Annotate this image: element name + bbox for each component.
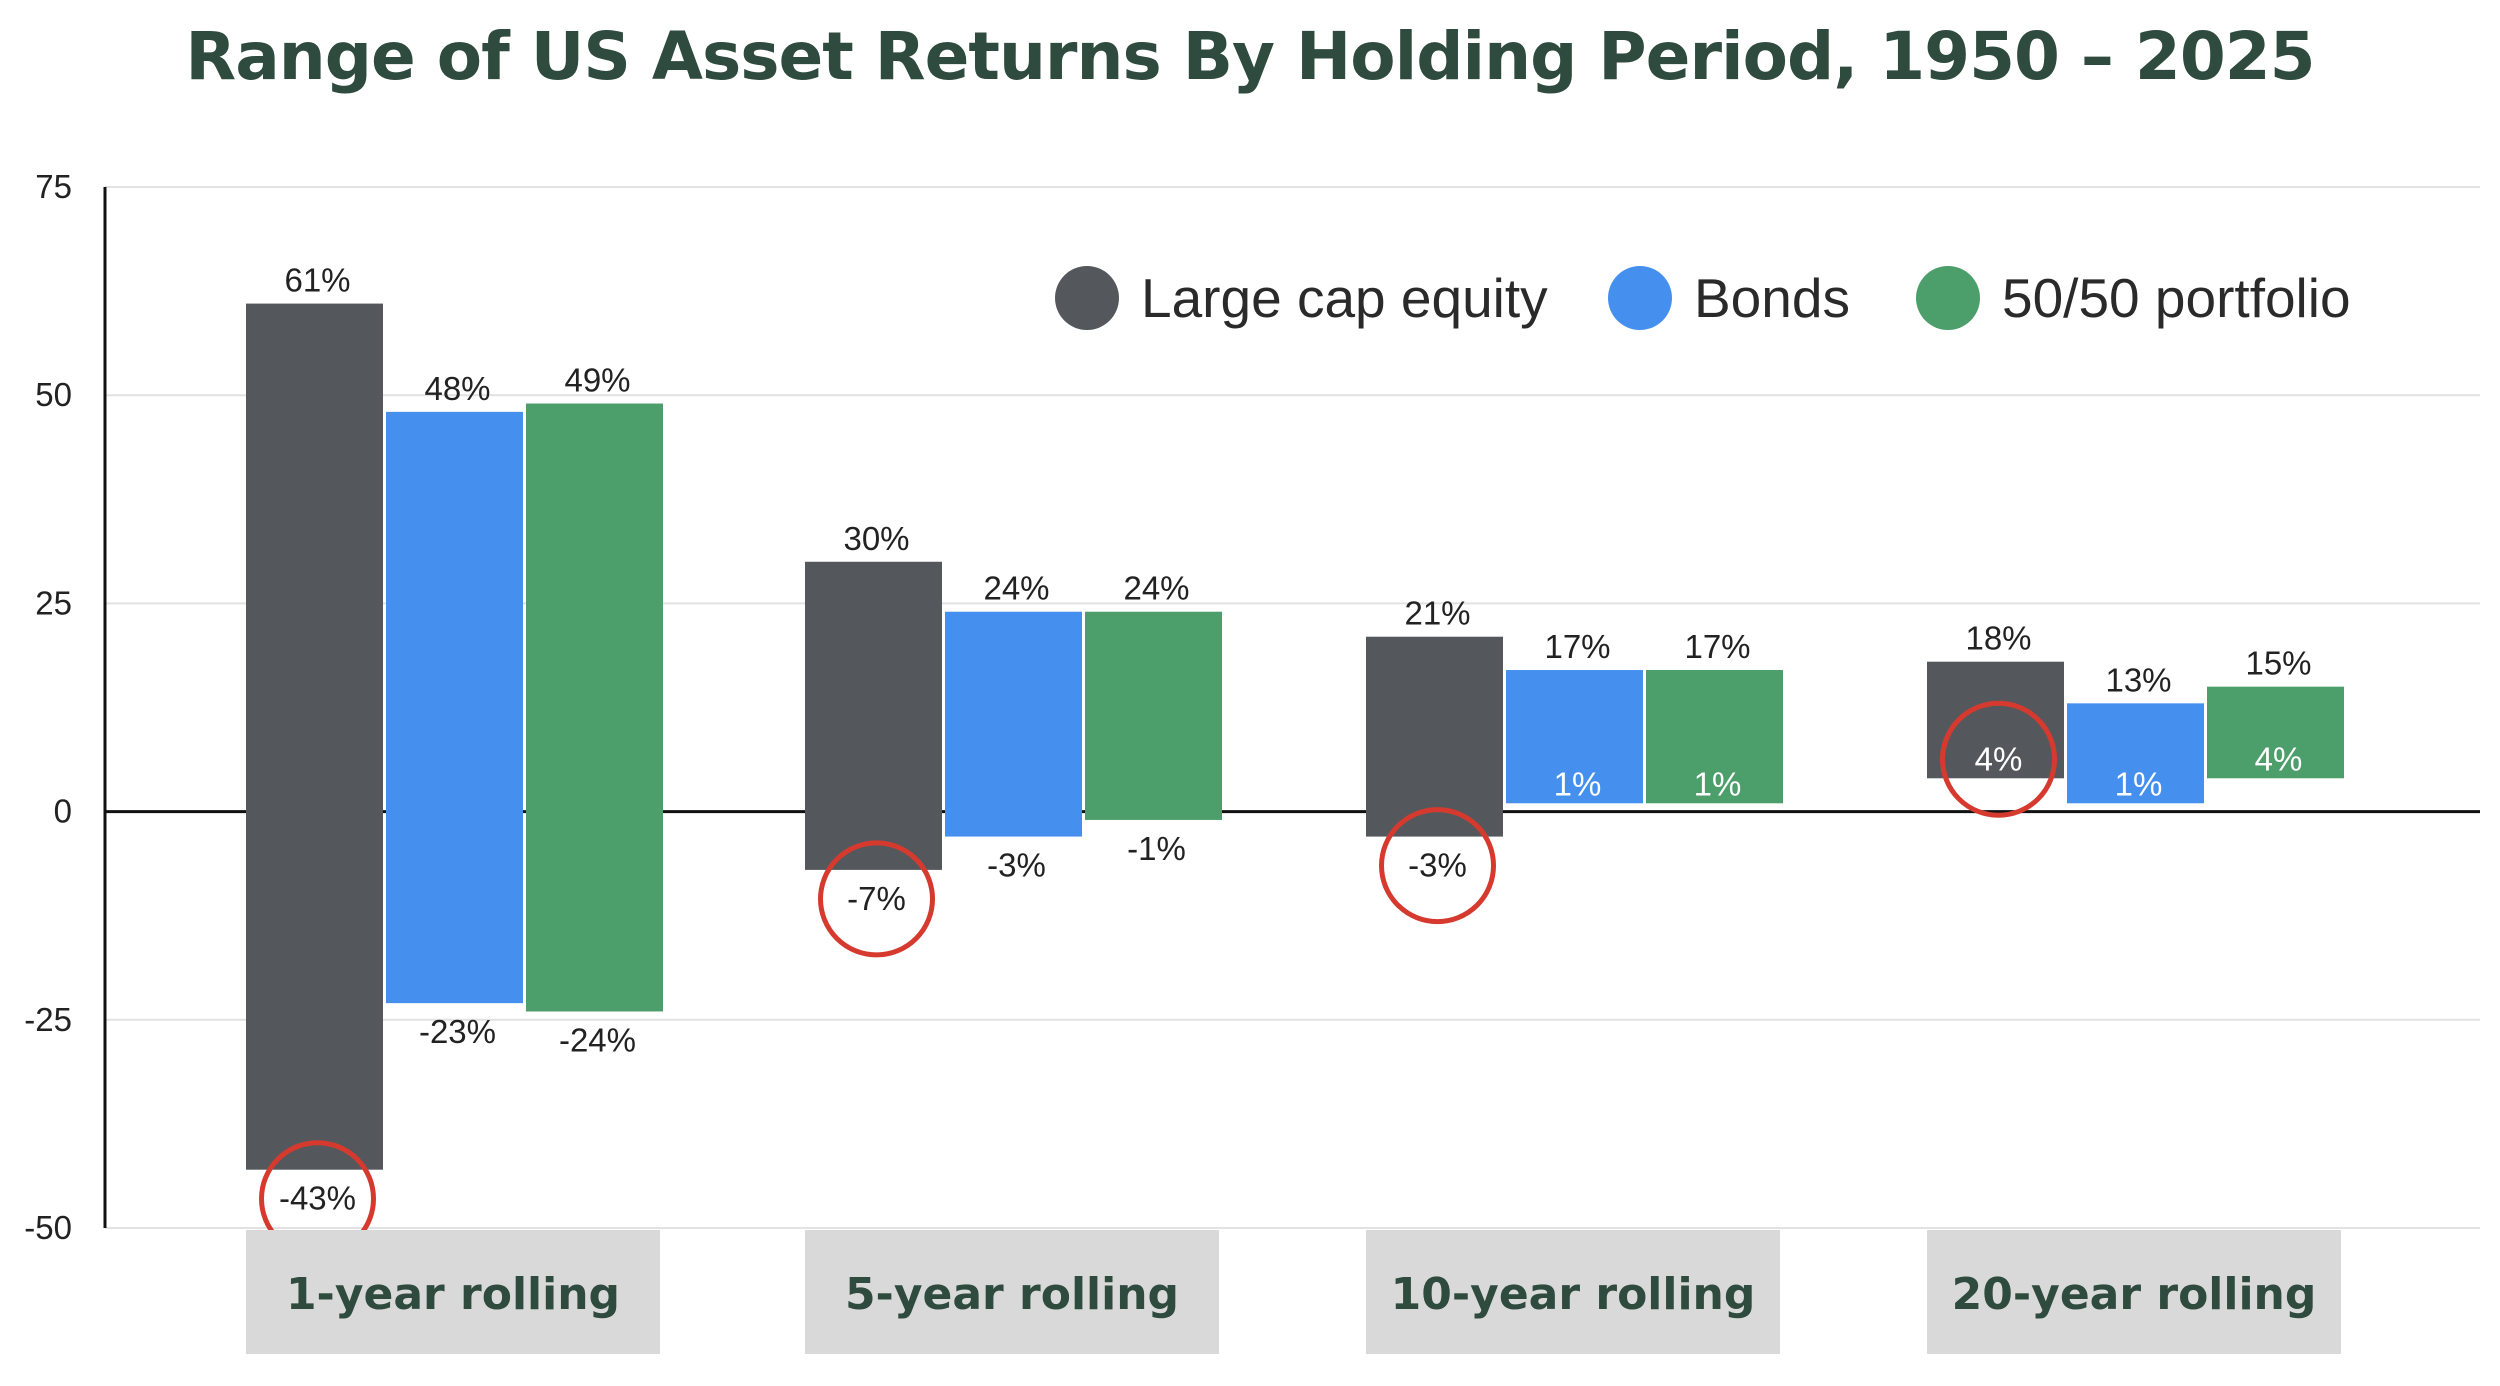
data-label-low: -7% — [847, 880, 906, 917]
legend: Large cap equity Bonds 50/50 portfolio — [1055, 266, 2351, 330]
data-label-high: 24% — [983, 570, 1049, 607]
category-label: 20-year rolling — [1952, 1269, 2317, 1320]
highlight-circle — [818, 840, 935, 958]
bar — [1646, 670, 1783, 804]
bar — [246, 303, 383, 1170]
legend-marker — [1916, 266, 1980, 330]
bars — [246, 303, 2344, 1170]
legend-marker — [1608, 266, 1672, 330]
category-box — [805, 1230, 1219, 1354]
data-label-low: -24% — [559, 1021, 636, 1058]
bar — [1366, 636, 1503, 837]
data-label-high: 17% — [1684, 628, 1750, 665]
y-tick-label: 50 — [35, 376, 72, 413]
data-label-low: -3% — [987, 847, 1046, 884]
data-label-high: 24% — [1123, 570, 1189, 607]
legend-marker — [1055, 266, 1119, 330]
category-box — [1927, 1230, 2341, 1354]
bar — [1506, 670, 1643, 804]
y-tick-label: 0 — [54, 793, 72, 830]
category-label: 5-year rolling — [845, 1269, 1179, 1320]
data-label-low: -43% — [279, 1180, 356, 1217]
data-label-low: -1% — [1127, 830, 1186, 867]
data-label-high: 17% — [1544, 628, 1610, 665]
highlight-circle — [1940, 700, 2057, 818]
y-tick-label: -50 — [24, 1209, 72, 1246]
data-label-high: 21% — [1404, 595, 1470, 632]
legend-label: Large cap equity — [1141, 267, 1548, 329]
data-label-low: -3% — [1408, 847, 1467, 884]
data-label-high: 15% — [2245, 645, 2311, 682]
data-labels: 61% -43% 30% -7% 21% -3% 18% 4% 48% -23% 24% -3% 17%… — [279, 262, 2312, 1217]
data-label-high: 13% — [2105, 661, 2171, 698]
bar — [2067, 703, 2204, 804]
bar — [386, 411, 523, 1004]
data-label-high: 61% — [284, 262, 350, 299]
category-box — [1366, 1230, 1780, 1354]
legend-label: 50/50 portfolio — [2002, 267, 2351, 329]
bar — [526, 403, 663, 1012]
data-label-high: 30% — [843, 520, 909, 557]
bar — [2207, 686, 2344, 779]
axes: 75 50 25 0 -25 -50 — [24, 168, 2480, 1246]
data-label-low: 1% — [1694, 765, 1742, 802]
category-label: 10-year rolling — [1391, 1269, 1756, 1320]
category-label: 1-year rolling — [286, 1269, 620, 1320]
data-label-low: -23% — [419, 1013, 496, 1050]
data-label-high: 49% — [564, 362, 630, 399]
data-label-high: 18% — [1965, 620, 2031, 657]
data-label-high: 48% — [424, 370, 490, 407]
data-label-low: 1% — [2115, 765, 2163, 802]
category-box — [246, 1230, 660, 1354]
legend-label: Bonds — [1694, 267, 1850, 329]
data-label-low: 4% — [2255, 740, 2303, 777]
y-tick-label: 75 — [35, 168, 72, 205]
data-label-low: 4% — [1975, 740, 2023, 777]
highlight-circles — [259, 700, 2057, 1258]
highlight-circle — [1379, 807, 1496, 925]
chart-title: Range of US Asset Returns By Holding Per… — [185, 18, 2315, 95]
bar — [1085, 611, 1222, 820]
bar — [945, 611, 1082, 837]
category-labels: 1-year rolling 5-year rolling 10-year roll… — [246, 1230, 2341, 1354]
y-tick-label: -25 — [24, 1001, 72, 1038]
bar — [805, 561, 942, 870]
y-tick-label: 25 — [35, 584, 72, 621]
data-label-low: 1% — [1554, 765, 1602, 802]
